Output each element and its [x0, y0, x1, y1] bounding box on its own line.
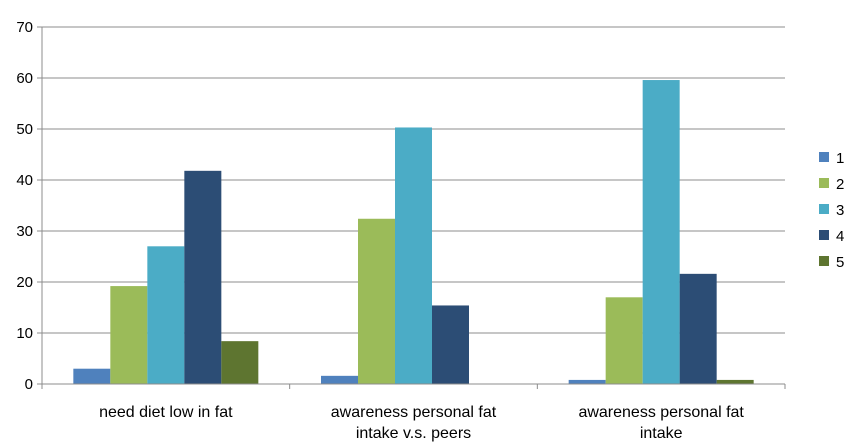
- bar-2: [605, 297, 643, 384]
- y-tick-label: 40: [16, 172, 33, 189]
- x-category-label: awareness personal fat intake: [578, 404, 744, 442]
- y-tick-label: 10: [16, 325, 33, 342]
- bar-2: [110, 286, 148, 384]
- legend-label-2: 2: [836, 176, 844, 193]
- bar-4: [432, 305, 469, 384]
- bar-1: [321, 375, 358, 384]
- bar-1: [73, 368, 111, 384]
- y-tick-label: 30: [16, 223, 33, 240]
- y-tick-label: 20: [16, 274, 33, 291]
- bar-3: [642, 80, 680, 384]
- x-axis-labels: need diet low in fat awareness personal f…: [99, 404, 744, 442]
- legend-label-5: 5: [836, 254, 844, 271]
- bar-5: [716, 379, 754, 384]
- bar-3: [395, 127, 432, 384]
- legend-swatch-4: [819, 230, 829, 240]
- legend-swatch-5: [819, 256, 829, 266]
- legend-label-4: 4: [836, 228, 844, 245]
- legend: 1 2 3 4 5: [819, 150, 844, 271]
- legend-label-1: 1: [836, 150, 844, 167]
- legend-swatch-2: [819, 178, 829, 188]
- bar-4: [184, 170, 222, 384]
- bar-3: [147, 246, 185, 384]
- bar-1: [568, 379, 606, 384]
- x-category-label: need diet low in fat: [99, 404, 233, 421]
- legend-swatch-3: [819, 204, 829, 214]
- legend-label-3: 3: [836, 202, 844, 219]
- y-tick-label: 50: [16, 121, 33, 138]
- y-tick-label: 0: [25, 376, 33, 393]
- y-axis-ticks: 0 10 20 30 40 50 60 70: [16, 19, 42, 393]
- legend-swatch-1: [819, 152, 829, 162]
- bar-2: [358, 218, 395, 384]
- bar-5: [221, 341, 259, 384]
- y-tick-label: 70: [16, 19, 33, 36]
- axes: [41, 27, 786, 389]
- bar-4: [679, 273, 717, 384]
- bars: [73, 80, 754, 384]
- y-tick-label: 60: [16, 70, 33, 87]
- x-category-label: awareness personal fat intake v.s. peers: [331, 404, 497, 442]
